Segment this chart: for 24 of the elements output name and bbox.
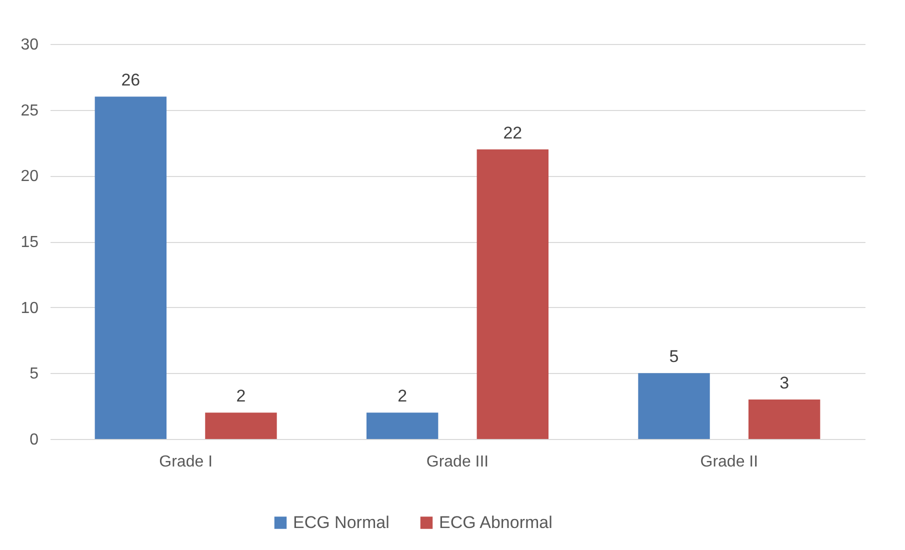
legend-label: ECG Abnormal: [439, 512, 552, 532]
data-label: 2: [398, 386, 408, 406]
x-tick-label: Grade I: [159, 454, 213, 470]
bar: [205, 412, 277, 439]
bar: [94, 96, 167, 439]
legend-label: ECG Normal: [293, 512, 390, 532]
bar: [476, 149, 549, 439]
y-tick-label: 5: [30, 366, 39, 383]
data-label: 26: [121, 70, 140, 90]
y-tick-label: 10: [20, 300, 39, 317]
y-tick-label: 25: [20, 102, 39, 120]
data-label: 3: [780, 374, 790, 392]
x-tick-label: Grade III: [426, 454, 489, 470]
bar: [748, 400, 820, 439]
bar: [638, 373, 710, 439]
bar: [366, 412, 438, 439]
data-label: 2: [236, 386, 246, 406]
data-label: 22: [503, 123, 522, 142]
y-tick-label: 30: [20, 36, 39, 54]
data-label: 5: [669, 347, 679, 366]
x-tick-label: Grade II: [700, 454, 758, 470]
y-tick-label: 20: [20, 168, 39, 186]
y-tick-label: 15: [20, 234, 39, 251]
y-tick-label: 0: [30, 432, 39, 448]
